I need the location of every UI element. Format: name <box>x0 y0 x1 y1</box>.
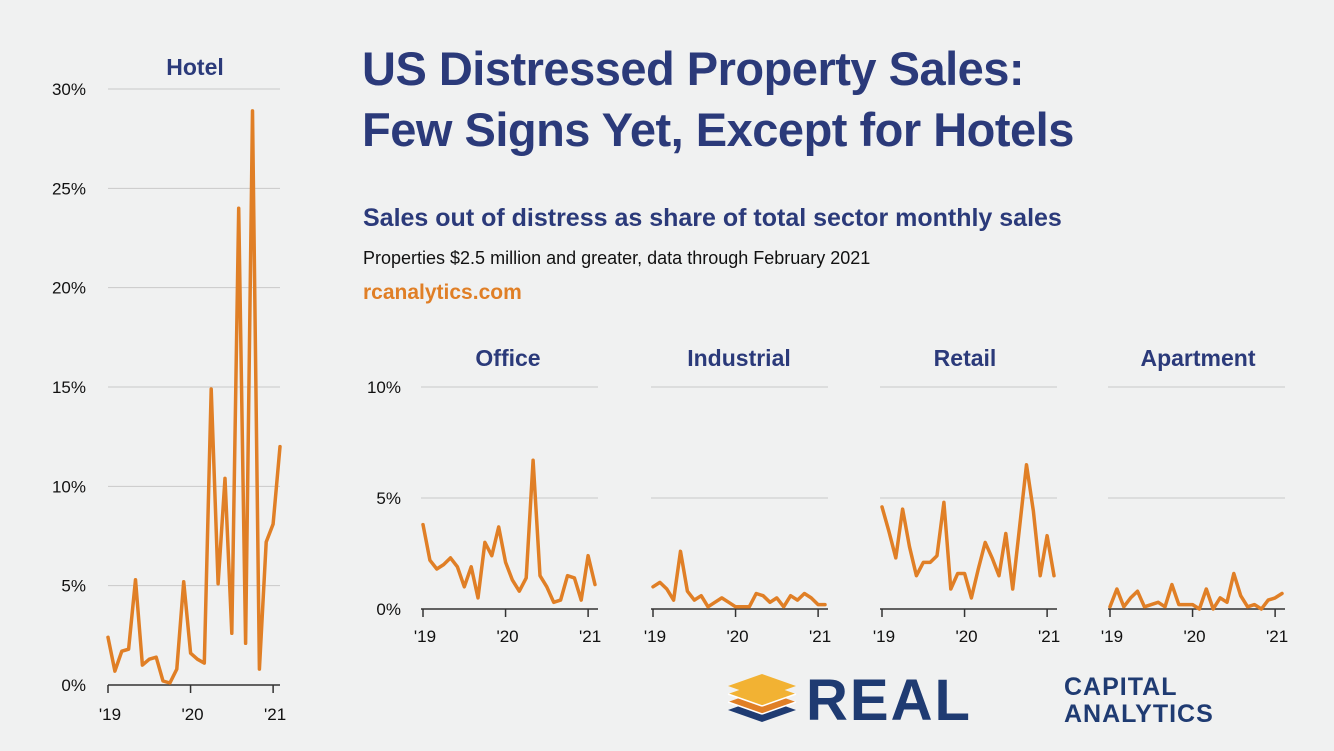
y-tick-label: 20% <box>52 279 86 298</box>
series-line-hotel <box>106 109 282 685</box>
x-tick-label: '19 <box>873 627 895 646</box>
panel-title: Industrial <box>687 345 791 371</box>
x-tick-label: '19 <box>99 705 121 724</box>
panel-title: Hotel <box>166 54 224 80</box>
panel-title: Apartment <box>1140 345 1255 371</box>
title-line-2: Few Signs Yet, Except for Hotels <box>362 103 1074 156</box>
x-tick-label: '20 <box>1183 627 1205 646</box>
series-line-retail <box>880 462 1056 600</box>
panel-title: Office <box>475 345 540 371</box>
y-tick-label: 5% <box>61 577 86 596</box>
chart-panel-apartment: Apartment '19 '20 '21 <box>1101 345 1288 646</box>
logo-mark-icon <box>727 674 797 722</box>
y-tick-label: 0% <box>376 600 401 619</box>
y-tick-label: 5% <box>376 489 401 508</box>
y-tick-label: 15% <box>52 378 86 397</box>
chart-panel-office: Office 0% 5% 10% '19 '20 '21 <box>367 345 601 646</box>
y-tick-label: 0% <box>61 676 86 695</box>
chart-panel-hotel: Hotel 0% 5% 10% 15% 20% 25% 30% '19 '20 '21 <box>52 54 286 724</box>
chart-panel-industrial: Industrial '19 '20 '21 <box>644 345 831 646</box>
page-title: US Distressed Property Sales: Few Signs … <box>362 38 1302 160</box>
x-tick-label: '20 <box>496 627 518 646</box>
logo-word-real: REAL <box>806 670 972 726</box>
x-tick-label: '21 <box>579 627 601 646</box>
panel-title: Retail <box>934 345 997 371</box>
y-tick-label: 10% <box>367 378 401 397</box>
x-tick-label: '20 <box>955 627 977 646</box>
chart-subtitle: Sales out of distress as share of total … <box>363 204 1062 232</box>
x-tick-label: '21 <box>809 627 831 646</box>
x-tick-label: '19 <box>1101 627 1123 646</box>
series-line-industrial <box>651 549 827 609</box>
x-tick-label: '19 <box>414 627 436 646</box>
series-line-apartment <box>1108 571 1284 611</box>
chart-note: Properties $2.5 million and greater, dat… <box>363 248 871 268</box>
logo-word-analytics: ANALYTICS <box>1064 700 1214 726</box>
title-line-1: US Distressed Property Sales: <box>362 42 1025 95</box>
x-tick-label: '21 <box>264 705 286 724</box>
rca-logo: REAL CAPITAL ANALYTICS <box>727 670 1214 726</box>
x-tick-label: '20 <box>181 705 203 724</box>
chart-panel-retail: Retail '19 '20 '21 <box>873 345 1060 646</box>
x-tick-label: '20 <box>726 627 748 646</box>
x-tick-label: '21 <box>1038 627 1060 646</box>
y-tick-label: 25% <box>52 179 86 198</box>
x-tick-label: '21 <box>1266 627 1288 646</box>
y-tick-label: 10% <box>52 477 86 496</box>
source-link[interactable]: rcanalytics.com <box>363 281 522 304</box>
x-tick-label: '19 <box>644 627 666 646</box>
series-line-office <box>421 458 597 605</box>
logo-word-capital: CAPITAL <box>1064 673 1177 701</box>
y-tick-label: 30% <box>52 80 86 99</box>
